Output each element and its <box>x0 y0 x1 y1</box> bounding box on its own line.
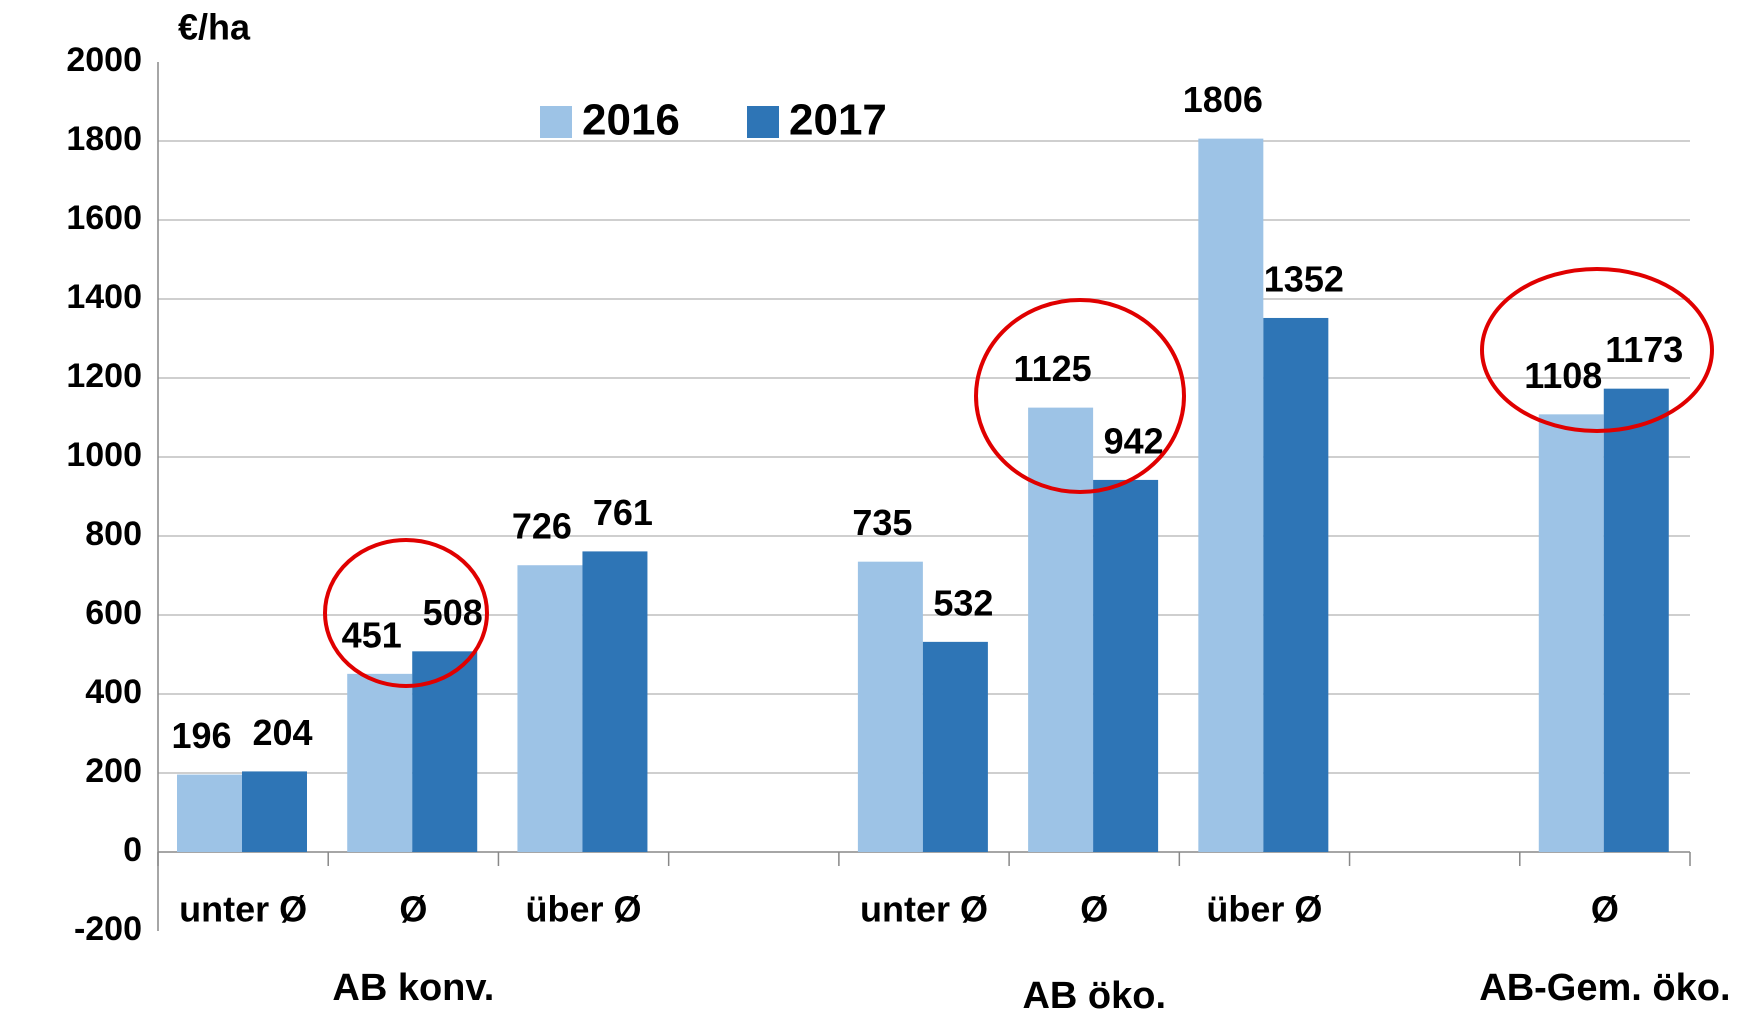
data-label: 942 <box>1104 420 1164 461</box>
legend-swatch <box>747 106 779 138</box>
group-label: AB öko. <box>1022 975 1166 1016</box>
y-tick-label: 1800 <box>66 120 142 158</box>
bar <box>517 565 583 852</box>
bar <box>242 771 307 852</box>
data-label: 1352 <box>1264 258 1344 299</box>
data-label: 196 <box>171 715 231 756</box>
y-tick-label: 1400 <box>66 278 142 316</box>
group-label: AB-Gem. öko. <box>1479 967 1730 1009</box>
highlight-circle <box>1480 267 1714 433</box>
bar <box>582 551 648 852</box>
data-label: 726 <box>512 506 572 547</box>
x-tick-label: über Ø <box>526 889 642 930</box>
bar <box>922 641 988 852</box>
bar <box>347 673 413 852</box>
bar <box>1198 138 1264 852</box>
data-label: 532 <box>933 582 993 623</box>
data-label: 1806 <box>1183 79 1263 120</box>
data-label: 1108 <box>1524 355 1602 396</box>
bar <box>177 774 242 852</box>
y-tick-label: 600 <box>85 594 142 632</box>
bar <box>1028 407 1094 852</box>
data-label: 1125 <box>1014 348 1092 389</box>
bar <box>1603 388 1669 852</box>
x-tick-label: unter Ø <box>179 889 307 930</box>
bar <box>1538 414 1604 852</box>
y-tick-label: 1200 <box>66 357 142 395</box>
x-tick-label: Ø <box>1591 889 1619 930</box>
y-tick-label: 200 <box>85 752 142 790</box>
data-label: 1173 <box>1605 329 1683 370</box>
y-tick-label: -200 <box>74 910 142 948</box>
annotations <box>323 267 1714 688</box>
y-tick-label: 1000 <box>66 436 142 474</box>
x-tick-label: Ø <box>399 889 427 930</box>
data-label: 508 <box>423 592 483 633</box>
group-label: AB konv. <box>332 967 494 1009</box>
legend-swatch <box>540 106 572 138</box>
data-label: 761 <box>593 492 653 533</box>
data-label: 451 <box>342 614 402 655</box>
y-tick-label: 0 <box>123 831 142 869</box>
legend-label: 2017 <box>789 96 887 145</box>
bar <box>857 561 923 852</box>
data-label: 735 <box>852 502 912 543</box>
data-label: 204 <box>252 712 312 753</box>
legend-label: 2016 <box>582 96 680 145</box>
highlight-circle <box>974 298 1186 494</box>
y-axis-label: €/ha <box>178 7 251 48</box>
bar <box>1263 317 1329 853</box>
y-tick-label: 400 <box>85 673 142 711</box>
highlight-circle <box>323 538 489 688</box>
bar <box>1093 479 1159 852</box>
y-tick-label: 2000 <box>66 41 142 79</box>
x-tick-label: unter Ø <box>860 889 988 930</box>
x-tick-label: Ø <box>1080 889 1108 930</box>
y-tick-label: 800 <box>85 515 142 553</box>
bar <box>412 651 478 852</box>
x-tick-label: über Ø <box>1206 889 1322 930</box>
y-tick-label: 1600 <box>66 199 142 237</box>
